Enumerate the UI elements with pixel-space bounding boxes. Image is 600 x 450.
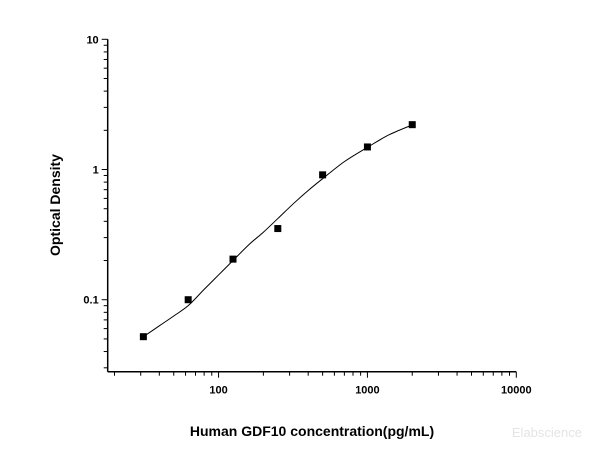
watermark: Elabscience [512,425,582,440]
ticks: 100 1000 10000 0.1 1 10 [83,34,531,396]
data-point [363,143,371,151]
data-point [274,225,282,233]
data-point [319,171,327,179]
x-tick-label: 100 [209,385,227,397]
data-point [184,296,192,304]
data-point [229,255,237,263]
y-tick-label: 10 [86,34,98,46]
fit-curve [143,124,413,338]
axes [106,39,517,373]
data-point [139,333,147,341]
data-points [139,121,416,341]
y-tick-label: 1 [93,165,99,177]
x-tick-label: 1000 [355,385,379,397]
x-tick-label: 10000 [501,385,532,397]
y-tick-label: 0.1 [83,295,98,307]
x-axis-label: Human GDF10 concentration(pg/mL) [190,423,434,439]
y-axis-label: Optical Density [47,154,63,256]
data-point [408,121,416,129]
